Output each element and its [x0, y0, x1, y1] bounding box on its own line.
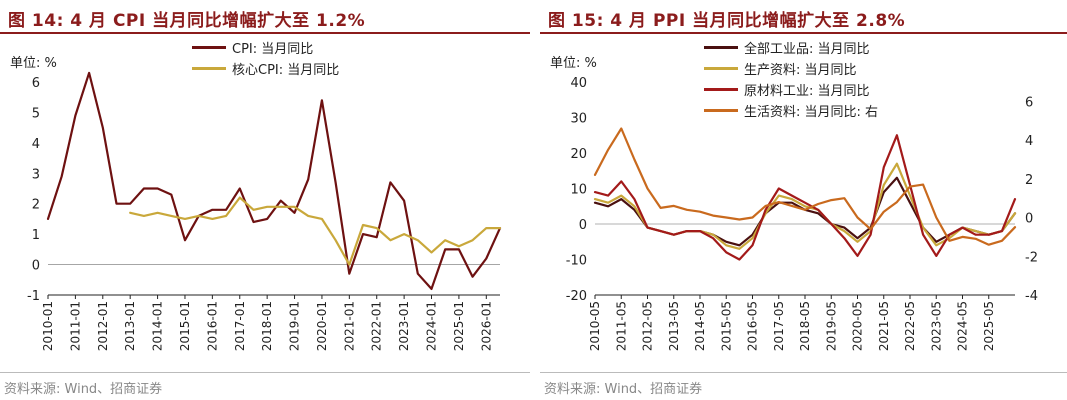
- y-tick-label: 4: [32, 137, 40, 152]
- y-tick-label: -1: [27, 289, 40, 304]
- x-tick-label: 2022-05: [903, 301, 917, 351]
- x-tick-label: 2021-01: [342, 301, 356, 351]
- chart-panel-cpi: 图 14: 4 月 CPI 当月同比增幅扩大至 1.2% 单位: % CPI: …: [0, 0, 530, 400]
- x-tick-label: 2021-05: [877, 301, 891, 351]
- series-line-0: [46, 71, 502, 290]
- y2-tick-label: 2: [1025, 173, 1033, 188]
- y-tick-label: 20: [570, 147, 587, 162]
- legend-label: 生活资料: 当月同比: 右: [744, 105, 879, 120]
- footer-rule: [0, 372, 530, 373]
- y-tick-label: 1: [32, 228, 40, 243]
- x-tick-label: 2018-05: [798, 301, 812, 351]
- legend-swatch: [192, 46, 226, 49]
- x-tick-label: 2015-05: [719, 301, 733, 351]
- x-tick-label: 2022-01: [370, 301, 384, 351]
- title-rule: [540, 32, 1067, 34]
- series-line-1: [593, 162, 1017, 250]
- legend-swatch: [704, 46, 738, 49]
- y-tick-label: 0: [32, 259, 40, 274]
- legend-label: 原材料工业: 当月同比: [744, 84, 870, 99]
- legend-swatch: [704, 109, 738, 112]
- x-tick-label: 2026-01: [479, 301, 493, 351]
- chart-panel-ppi: 图 15: 4 月 PPI 当月同比增幅扩大至 2.8% 单位: % 全部工业品…: [540, 0, 1067, 400]
- x-tick-label: 2023-05: [929, 301, 943, 351]
- y2-tick-label: 4: [1025, 134, 1033, 149]
- legend-label: CPI: 当月同比: [232, 42, 314, 57]
- x-tick-label: 2018-01: [260, 301, 274, 351]
- source-note: 资料来源: Wind、招商证券: [4, 382, 163, 397]
- x-tick-label: 2014-01: [151, 301, 165, 351]
- x-tick-label: 2012-05: [641, 301, 655, 351]
- x-tick-label: 2019-01: [288, 301, 302, 351]
- x-tick-label: 2025-05: [982, 301, 996, 351]
- x-tick-label: 2010-01: [41, 301, 55, 351]
- title-rule: [0, 32, 530, 34]
- x-tick-label: 2024-05: [956, 301, 970, 351]
- x-tick-label: 2020-05: [851, 301, 865, 351]
- series-line-2: [593, 134, 1017, 261]
- y-tick-label: 10: [570, 183, 587, 198]
- x-tick-label: 2016-05: [746, 301, 760, 351]
- unit-label: 单位: %: [10, 56, 57, 71]
- legend-label: 核心CPI: 当月同比: [232, 63, 340, 78]
- footer-rule: [540, 372, 1067, 373]
- y-tick-label: 30: [570, 112, 587, 127]
- y-tick-label: -20: [566, 289, 587, 304]
- legend-swatch: [704, 88, 738, 91]
- x-tick-label: 2016-01: [205, 301, 219, 351]
- chart-title: 图 15: 4 月 PPI 当月同比增幅扩大至 2.8%: [548, 11, 906, 31]
- legend-label: 全部工业品: 当月同比: [744, 42, 870, 57]
- x-tick-label: 2023-01: [397, 301, 411, 351]
- series-line-3: [593, 127, 1017, 246]
- x-tick-label: 2013-05: [667, 301, 681, 351]
- cpi-plot: -1 0 1 2 3 4 5 6 2010-01 2011-01 2012-01 2013-01 201…: [27, 71, 502, 351]
- y-tick-label: 0: [579, 218, 587, 233]
- y-tick-label: 3: [32, 167, 40, 182]
- y2-tick-label: 0: [1025, 212, 1033, 227]
- x-tick-label: 2015-01: [178, 301, 192, 351]
- y-tick-label: 2: [32, 198, 40, 213]
- y2-tick-label: -4: [1025, 289, 1038, 304]
- legend-label: 生产资料: 当月同比: [744, 63, 857, 78]
- y-tick-label: 6: [32, 76, 40, 91]
- x-tick-label: 2019-05: [824, 301, 838, 351]
- chart-title: 图 14: 4 月 CPI 当月同比增幅扩大至 1.2%: [8, 11, 366, 31]
- x-tick-label: 2012-01: [96, 301, 110, 351]
- x-tick-label: 2024-01: [425, 301, 439, 351]
- x-tick-label: 2013-01: [123, 301, 137, 351]
- y-tick-label: 40: [570, 76, 587, 91]
- x-tick-label: 2017-05: [772, 301, 786, 351]
- x-tick-label: 2017-01: [233, 301, 247, 351]
- legend-swatch: [704, 67, 738, 70]
- x-tick-label: 2020-01: [315, 301, 329, 351]
- y-tick-label: 5: [32, 106, 40, 121]
- x-tick-label: 2011-05: [614, 301, 628, 351]
- series-line-1: [129, 196, 502, 266]
- x-tick-label: 2025-01: [452, 301, 466, 351]
- x-tick-label: 2014-05: [693, 301, 707, 351]
- unit-label: 单位: %: [550, 56, 597, 71]
- legend-swatch: [192, 67, 226, 70]
- x-tick-label: 2011-01: [68, 301, 82, 351]
- x-tick-label: 2010-05: [588, 301, 602, 351]
- y2-tick-label: 6: [1025, 95, 1033, 110]
- y2-tick-label: -2: [1025, 250, 1038, 265]
- y-tick-label: -10: [566, 254, 587, 269]
- source-note: 资料来源: Wind、招商证券: [544, 382, 703, 397]
